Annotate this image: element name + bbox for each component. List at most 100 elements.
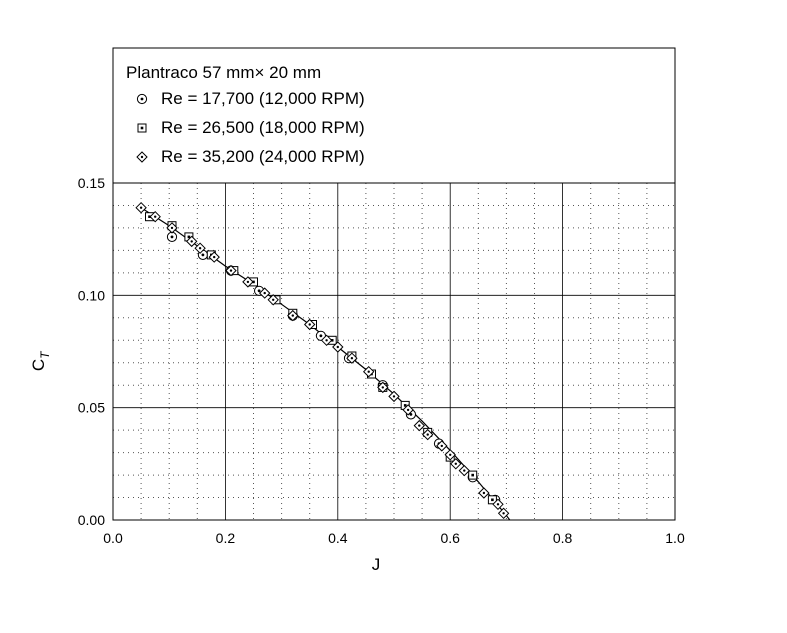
data-point (303, 318, 316, 331)
legend-box (112, 47, 676, 184)
marker-center (170, 235, 174, 239)
marker-center (140, 97, 144, 101)
data-point (166, 231, 178, 242)
x-axis-label: J (372, 555, 381, 574)
marker-center (426, 433, 429, 436)
marker-center (367, 370, 370, 373)
y-tick-label: 0.00 (78, 512, 105, 528)
data-point (458, 464, 471, 477)
marker-center (308, 323, 311, 326)
data-point (444, 449, 456, 461)
data-markers (135, 201, 510, 520)
data-point (388, 390, 400, 403)
marker-center (454, 462, 457, 465)
marker-center (201, 253, 205, 257)
y-tick-labels: 0.00 0.05 0.10 0.15 (78, 175, 105, 528)
marker-center (502, 512, 505, 515)
data-point (149, 210, 161, 223)
data-point (405, 409, 416, 420)
plot-frame (112, 182, 676, 521)
data-point (487, 495, 497, 505)
y-tick-label: 0.05 (78, 400, 105, 416)
data-point (287, 309, 299, 322)
x-tick-label: 0.4 (328, 530, 348, 546)
data-point (497, 507, 510, 520)
marker-center (190, 240, 193, 243)
y-axis-label-subscript: T (38, 350, 52, 359)
legend-marker (136, 151, 148, 163)
data-point (450, 458, 462, 470)
marker-center (319, 334, 323, 338)
y-tick-label: 0.15 (78, 175, 105, 191)
marker-center (229, 269, 233, 272)
marker-center (198, 247, 202, 250)
data-point (436, 440, 448, 452)
marker-center (272, 298, 275, 301)
marker-center (409, 413, 413, 416)
data-point (346, 352, 358, 364)
data-point (468, 470, 478, 480)
x-tick-label: 0.6 (440, 530, 460, 546)
x-tick-labels: 0.0 0.2 0.4 0.6 0.8 1.0 (103, 530, 685, 546)
legend-marker (136, 93, 148, 105)
data-point (135, 201, 147, 214)
data-point (332, 341, 344, 353)
data-point (402, 404, 414, 416)
series-3 (135, 201, 510, 520)
legend-title: Plantraco 57 mm× 20 mm (126, 63, 321, 82)
data-point (194, 242, 206, 254)
marker-center (440, 444, 443, 448)
data-point (492, 498, 504, 511)
legend: Plantraco 57 mm× 20 mm Re = 17,700 (12,0… (112, 47, 676, 184)
marker-center (392, 395, 396, 398)
marker-center (482, 491, 486, 495)
marker-center (140, 126, 144, 130)
marker-center (403, 404, 407, 407)
legend-label: Re = 17,700 (12,000 RPM) (161, 89, 365, 108)
y-axis-label-main: C (29, 359, 48, 371)
marker-center (170, 226, 174, 230)
legend-label: Re = 26,500 (18,000 RPM) (161, 118, 365, 137)
marker-center (381, 386, 384, 389)
marker-center (418, 424, 421, 427)
marker-center (496, 503, 500, 506)
legend-entry: Re = 35,200 (24,000 RPM) (136, 147, 365, 166)
legend-entry: Re = 17,700 (12,000 RPM) (136, 89, 365, 108)
marker-center (139, 206, 143, 209)
data-point (413, 419, 426, 432)
minor-grid (113, 183, 675, 520)
fit-line (140, 207, 511, 521)
marker-center (154, 215, 157, 218)
x-tick-label: 0.8 (553, 530, 573, 546)
legend-marker (137, 123, 147, 133)
marker-center (325, 339, 328, 342)
x-tick-label: 0.0 (103, 530, 123, 546)
marker-center (491, 498, 494, 502)
data-point (377, 381, 389, 394)
data-point (421, 428, 434, 441)
marker-center (257, 289, 261, 293)
marker-center (140, 155, 144, 159)
data-point (362, 365, 375, 378)
data-point (478, 487, 490, 499)
marker-center (471, 473, 474, 477)
data-point (320, 334, 333, 347)
legend-entries: Re = 17,700 (12,000 RPM) Re = 26,500 (18,… (136, 89, 365, 166)
legend-label: Re = 35,200 (24,000 RPM) (161, 147, 365, 166)
y-axis-label: CT (29, 350, 52, 371)
marker-center (187, 235, 191, 239)
marker-center (291, 314, 294, 317)
x-tick-label: 0.2 (216, 530, 236, 546)
marker-center (463, 469, 466, 472)
y-tick-label: 0.10 (78, 287, 105, 303)
marker-center (213, 255, 216, 259)
marker-center (350, 357, 354, 360)
data-point (208, 251, 220, 263)
data-point (242, 276, 254, 288)
data-point (267, 294, 279, 306)
data-point (166, 222, 178, 234)
marker-center (246, 280, 250, 284)
marker-center (406, 408, 410, 412)
data-point (185, 235, 198, 248)
